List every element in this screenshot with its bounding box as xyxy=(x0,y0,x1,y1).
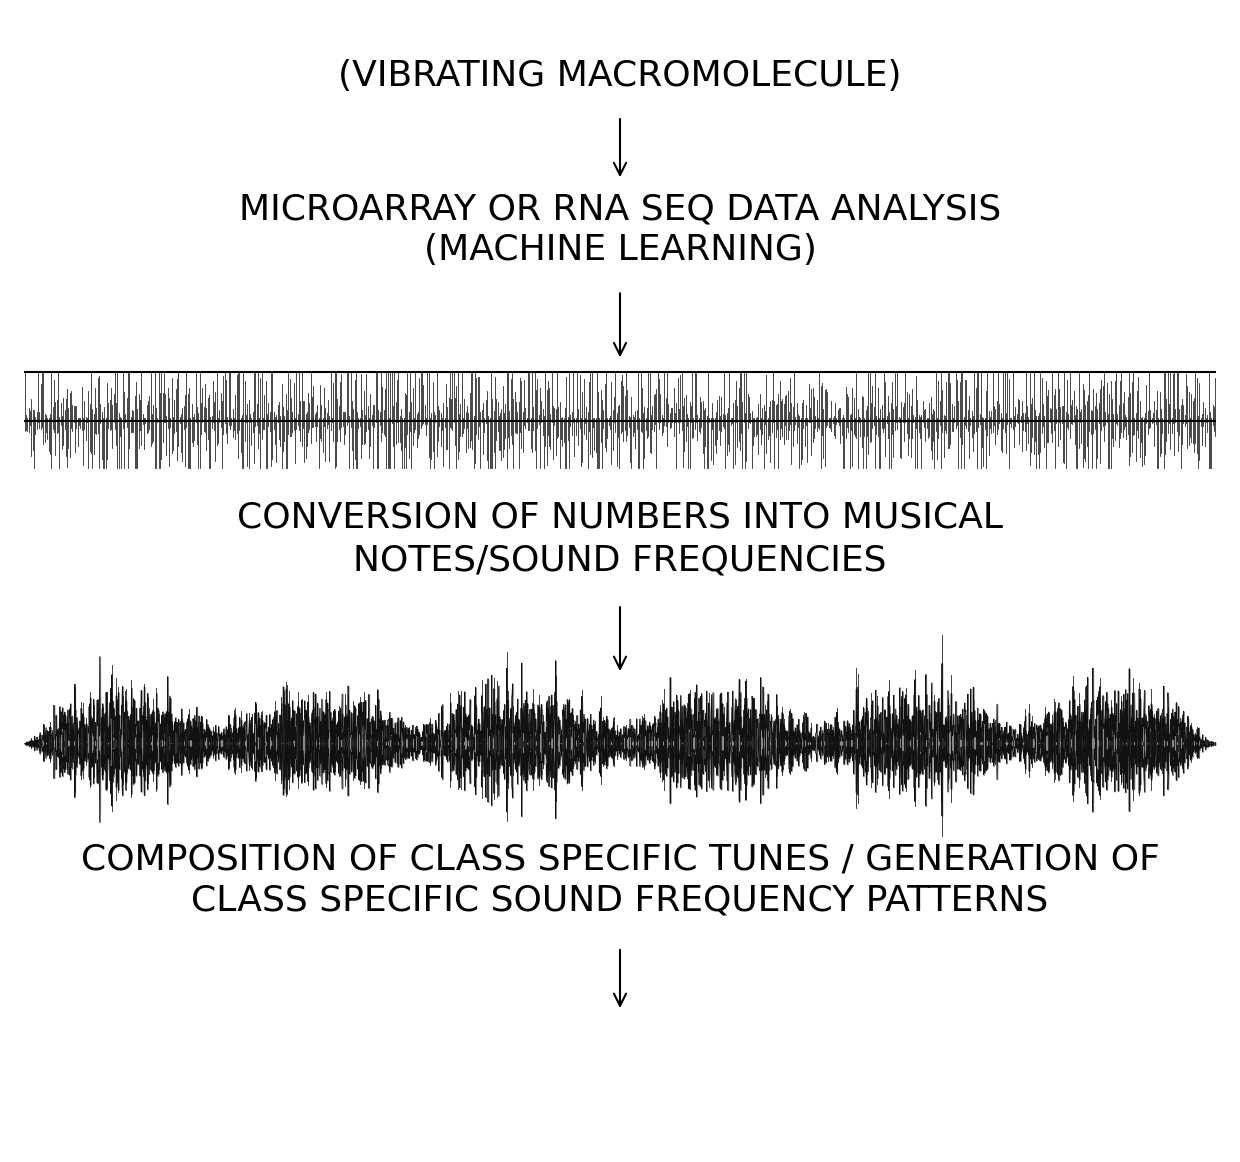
Text: CLASS SPECIFIC SOUND FREQUENCY PATTERNS: CLASS SPECIFIC SOUND FREQUENCY PATTERNS xyxy=(191,883,1049,918)
Text: (MACHINE LEARNING): (MACHINE LEARNING) xyxy=(424,232,816,267)
Text: COMPOSITION OF CLASS SPECIFIC TUNES / GENERATION OF: COMPOSITION OF CLASS SPECIFIC TUNES / GE… xyxy=(81,842,1159,877)
Text: CONVERSION OF NUMBERS INTO MUSICAL: CONVERSION OF NUMBERS INTO MUSICAL xyxy=(237,500,1003,535)
Text: MICROARRAY OR RNA SEQ DATA ANALYSIS: MICROARRAY OR RNA SEQ DATA ANALYSIS xyxy=(239,192,1001,227)
Text: NOTES/SOUND FREQUENCIES: NOTES/SOUND FREQUENCIES xyxy=(353,543,887,578)
Text: (VIBRATING MACROMOLECULE): (VIBRATING MACROMOLECULE) xyxy=(339,58,901,93)
